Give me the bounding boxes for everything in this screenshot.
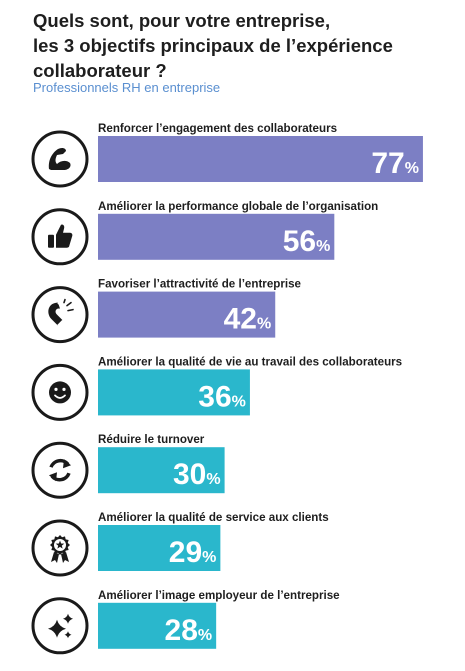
category-label: Améliorer l’image employeur de l’entrepr… bbox=[98, 589, 340, 602]
value-label: 29% bbox=[169, 536, 217, 569]
bar-row: Réduire le turnover 30% bbox=[31, 433, 225, 499]
value-label: 30% bbox=[173, 458, 221, 491]
value-label: 42% bbox=[224, 303, 272, 336]
icon-badge bbox=[31, 441, 89, 499]
bar bbox=[98, 525, 221, 571]
bar-row: Améliorer la performance globale de l’or… bbox=[31, 200, 378, 266]
bar-row: Améliorer l’image employeur de l’entrepr… bbox=[31, 589, 340, 655]
bar-row: Améliorer la qualité de vie au travail d… bbox=[31, 355, 402, 421]
title-line-3: collaborateur ? bbox=[33, 60, 167, 81]
icon-badge bbox=[31, 130, 89, 188]
sparkles-icon bbox=[48, 613, 73, 639]
refresh-cycle-icon bbox=[49, 458, 71, 482]
magnet-icon bbox=[48, 298, 74, 327]
icon-badge bbox=[31, 286, 89, 344]
value-label: 36% bbox=[198, 380, 246, 413]
category-label: Renforcer l’engagement des collaborateur… bbox=[98, 122, 337, 135]
title-line-1: Quels sont, pour votre entreprise, bbox=[33, 10, 331, 31]
bar-row: Favoriser l’attractivité de l’entreprise… bbox=[31, 278, 302, 344]
category-label: Améliorer la qualité de service aux clie… bbox=[98, 511, 329, 524]
bar-row: Renforcer l’engagement des collaborateur… bbox=[31, 122, 423, 188]
chart-subtitle: Professionnels RH en entreprise bbox=[33, 80, 221, 95]
category-label: Favoriser l’attractivité de l’entreprise bbox=[98, 278, 302, 291]
value-label: 56% bbox=[283, 225, 331, 258]
bar-row: Améliorer la qualité de service aux clie… bbox=[31, 511, 329, 577]
value-label: 28% bbox=[165, 614, 213, 647]
chart-title: Quels sont, pour votre entreprise, les 3… bbox=[33, 8, 453, 83]
smiley-icon bbox=[49, 381, 71, 404]
bar bbox=[98, 136, 423, 182]
bar bbox=[98, 213, 335, 260]
category-label: Réduire le turnover bbox=[98, 433, 205, 446]
award-rosette-icon bbox=[50, 535, 70, 563]
bar bbox=[98, 447, 225, 494]
category-label: Améliorer la performance globale de l’or… bbox=[98, 200, 378, 213]
title-line-2: les 3 objectifs principaux de l’expérien… bbox=[33, 35, 393, 56]
thumbs-up-icon bbox=[48, 224, 73, 248]
bar bbox=[98, 291, 276, 338]
bar bbox=[98, 369, 250, 416]
category-label: Améliorer la qualité de vie au travail d… bbox=[98, 355, 402, 368]
bar bbox=[98, 602, 217, 649]
value-label: 77% bbox=[371, 147, 419, 180]
flexed-arm-icon bbox=[48, 147, 71, 170]
